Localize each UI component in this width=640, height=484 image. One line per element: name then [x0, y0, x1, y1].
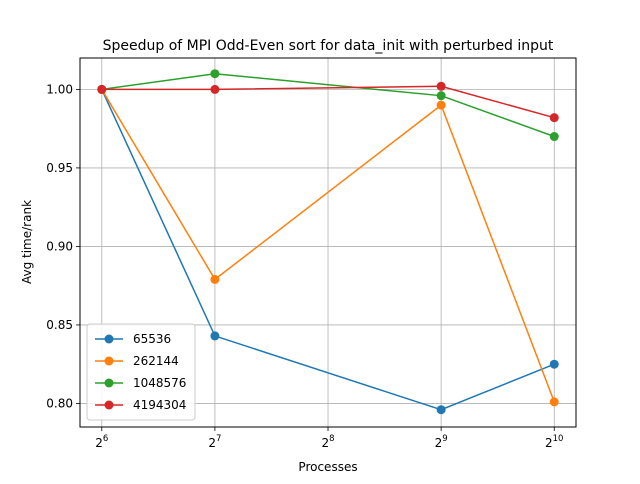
legend-label: 4194304	[133, 398, 186, 412]
data-point	[210, 84, 220, 94]
series-line	[101, 72, 555, 138]
legend-item: 1048576	[95, 376, 186, 390]
data-point	[436, 100, 446, 110]
y-tick-label: 0.95	[46, 161, 73, 175]
data-point	[549, 359, 559, 369]
y-tick-label: 0.85	[46, 318, 73, 332]
legend-item: 4194304	[95, 398, 186, 412]
data-point	[549, 132, 559, 142]
data-point	[210, 69, 220, 79]
series-line	[101, 89, 555, 403]
legend-item: 65536	[95, 332, 171, 346]
legend-marker	[104, 356, 114, 366]
series-4194304	[97, 81, 559, 123]
x-tick-label: 26	[95, 434, 108, 450]
grid	[80, 58, 576, 427]
x-tick-label: 210	[545, 434, 563, 450]
chart-title: Speedup of MPI Odd-Even sort for data_in…	[103, 38, 554, 54]
legend-marker	[104, 400, 114, 410]
data-point	[210, 331, 220, 341]
series-line	[101, 89, 555, 411]
data-point	[210, 274, 220, 284]
data-point	[436, 91, 446, 101]
legend-label: 65536	[133, 332, 171, 346]
x-tick-label: 29	[435, 434, 448, 450]
data-point	[436, 81, 446, 91]
legend-box	[86, 323, 196, 421]
x-axis-label: Processes	[298, 460, 357, 474]
legend: 65536 262144 1048576 4194304	[86, 323, 196, 421]
data-point	[549, 113, 559, 123]
x-tick-label: 27	[208, 434, 221, 450]
legend-label: 262144	[133, 354, 179, 368]
data-point	[549, 397, 559, 407]
legend-item: 262144	[95, 354, 179, 368]
data-point	[436, 405, 446, 415]
data-point	[97, 84, 107, 94]
x-axis: 26 27 28 29 210	[95, 427, 563, 450]
legend-marker	[104, 334, 114, 344]
series-line	[101, 85, 555, 119]
y-axis: 0.80 0.85 0.90 0.95 1.00	[46, 82, 80, 410]
x-tick-label: 28	[321, 434, 334, 450]
y-tick-label: 0.90	[46, 239, 73, 253]
series-layer	[97, 69, 559, 415]
legend-marker	[104, 378, 114, 388]
y-axis-label: Avg time/rank	[20, 200, 34, 284]
legend-label: 1048576	[133, 376, 186, 390]
y-tick-label: 1.00	[46, 82, 73, 96]
y-tick-label: 0.80	[46, 396, 73, 410]
